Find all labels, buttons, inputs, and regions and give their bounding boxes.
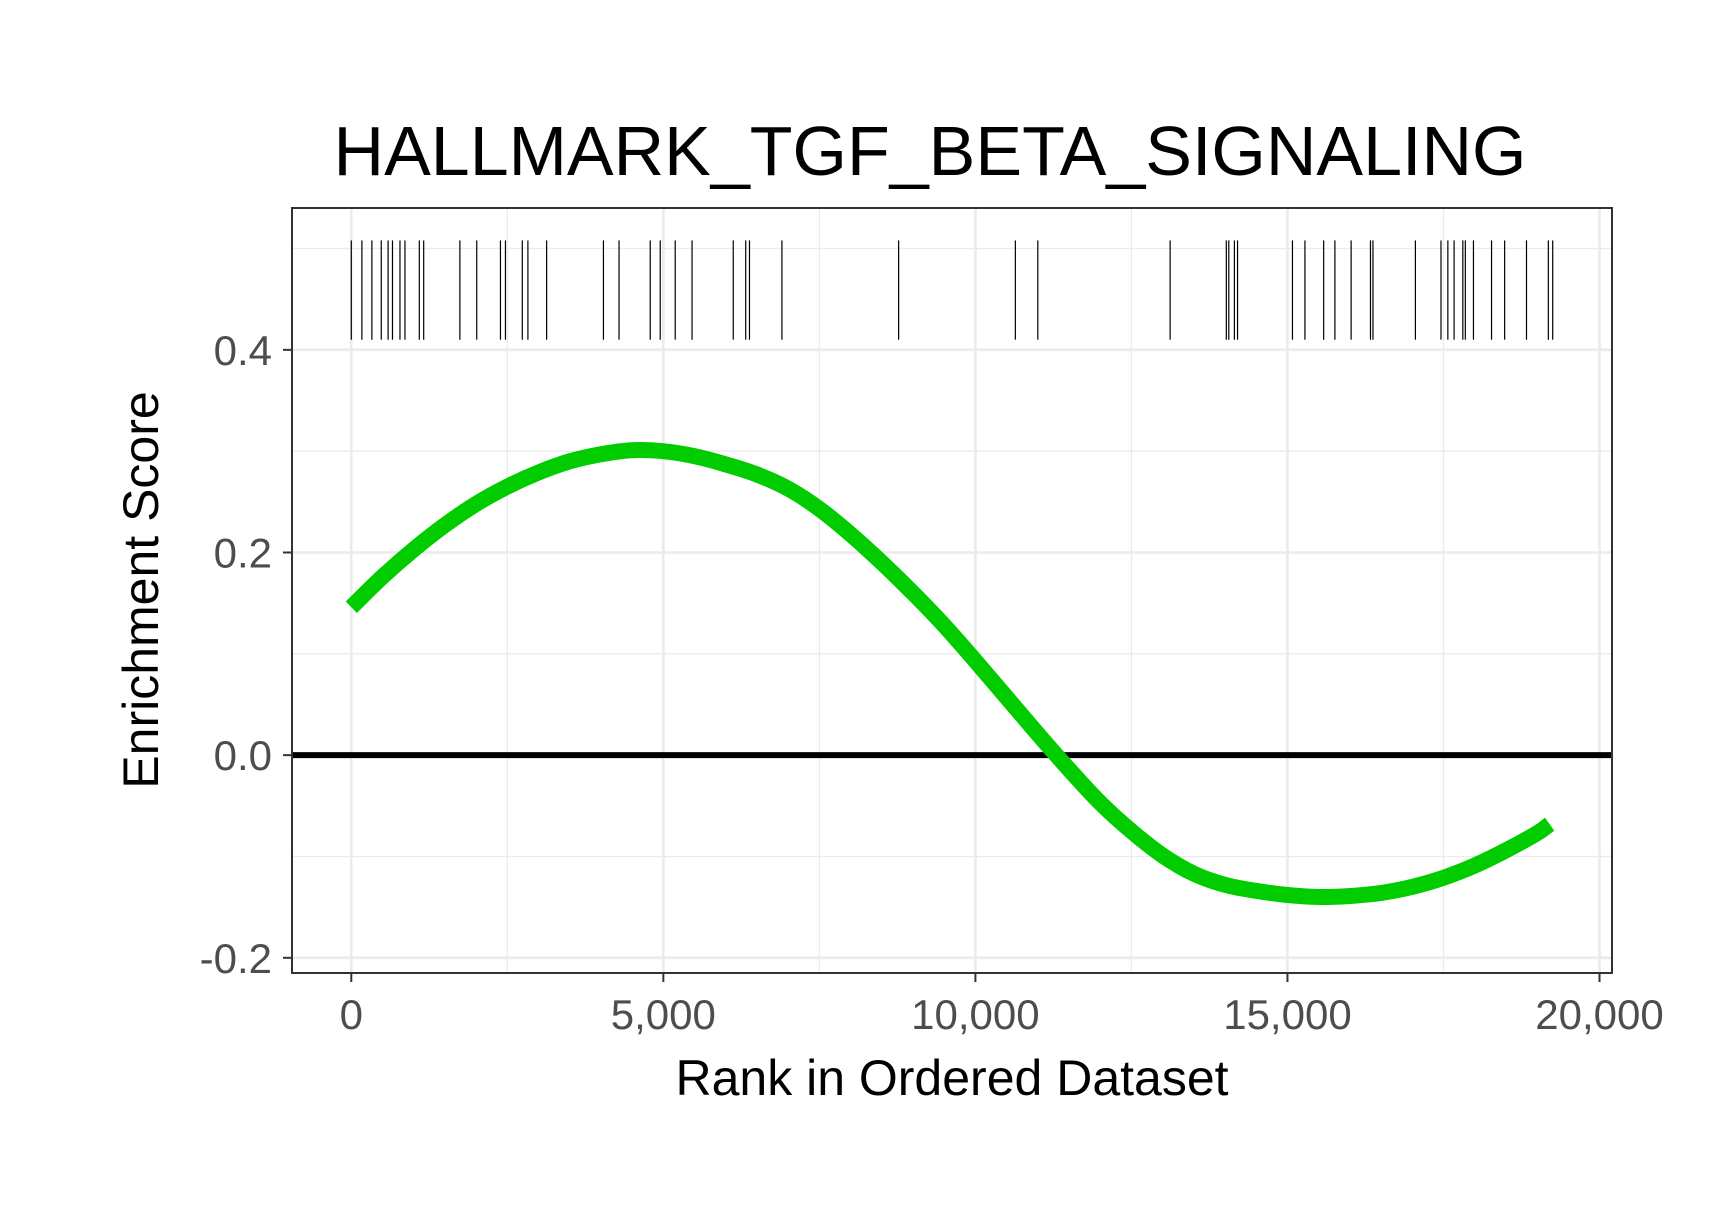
x-axis-title: Rank in Ordered Dataset — [675, 1050, 1228, 1106]
x-tick-label: 10,000 — [911, 991, 1039, 1038]
plot-panel — [291, 207, 1613, 974]
enrichment-score-curve — [345, 442, 1555, 906]
x-tick-label: 15,000 — [1223, 991, 1351, 1038]
y-tick-label: -0.2 — [200, 935, 272, 982]
panel-background — [292, 208, 1612, 973]
y-tick-label: 0.4 — [214, 327, 272, 374]
chart-title: HALLMARK_TGF_BETA_SIGNALING — [334, 112, 1527, 190]
y-tick-label: 0.2 — [214, 530, 272, 577]
minor-gridlines — [292, 208, 1612, 973]
x-tick-label: 5,000 — [611, 991, 716, 1038]
x-tick-label: 0 — [340, 991, 363, 1038]
x-axis: 0 5,000 10,000 15,000 20,000 — [340, 973, 1664, 1038]
y-axis: -0.2 0.0 0.2 0.4 — [200, 327, 292, 982]
y-tick-label: 0.0 — [214, 732, 272, 779]
x-tick-label: 20,000 — [1535, 991, 1663, 1038]
panel-border — [291, 207, 1613, 974]
gene-hit-rug — [350, 240, 1554, 340]
y-axis-title: Enrichment Score — [113, 391, 169, 788]
